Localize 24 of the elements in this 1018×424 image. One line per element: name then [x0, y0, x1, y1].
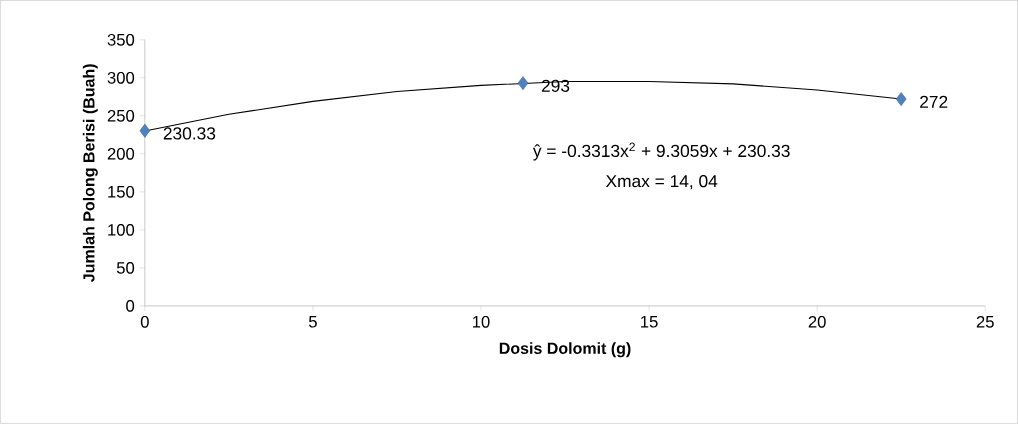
- annotation: Xmax = 14, 04: [605, 175, 718, 190]
- x-axis-title: Dosis Dolomit (g): [499, 342, 631, 358]
- y-tick-label: 350: [107, 34, 135, 46]
- y-tick-label: 0: [126, 300, 135, 312]
- y-tick-label: 250: [107, 110, 135, 122]
- x-tick-label: 15: [641, 316, 658, 328]
- x-tick-label: 0: [140, 316, 149, 328]
- point: [895, 92, 907, 107]
- y-axis-title: Jumlah Polong Berisi (Buah): [82, 64, 98, 283]
- y-tick-label: 100: [108, 224, 135, 236]
- y-tick-label: 300: [107, 72, 135, 84]
- x-tick-label: 5: [308, 316, 317, 328]
- y-tick-label: 150: [108, 186, 135, 198]
- annotation: ŷ = -0.3313x$^{2}$ + 9.3059x + 230.33: [532, 142, 790, 161]
- data-label: 293: [541, 79, 570, 93]
- point: [517, 76, 529, 91]
- y-tick-label: 200: [107, 148, 135, 160]
- data-label: 272: [920, 95, 948, 108]
- data-label: 230.33: [163, 127, 216, 140]
- y-tick-label: 50: [116, 262, 135, 274]
- point: [139, 123, 151, 138]
- x-tick-label: 20: [808, 316, 826, 328]
- x-tick-label: 10: [472, 316, 490, 328]
- x-tick-label: 25: [976, 316, 994, 328]
